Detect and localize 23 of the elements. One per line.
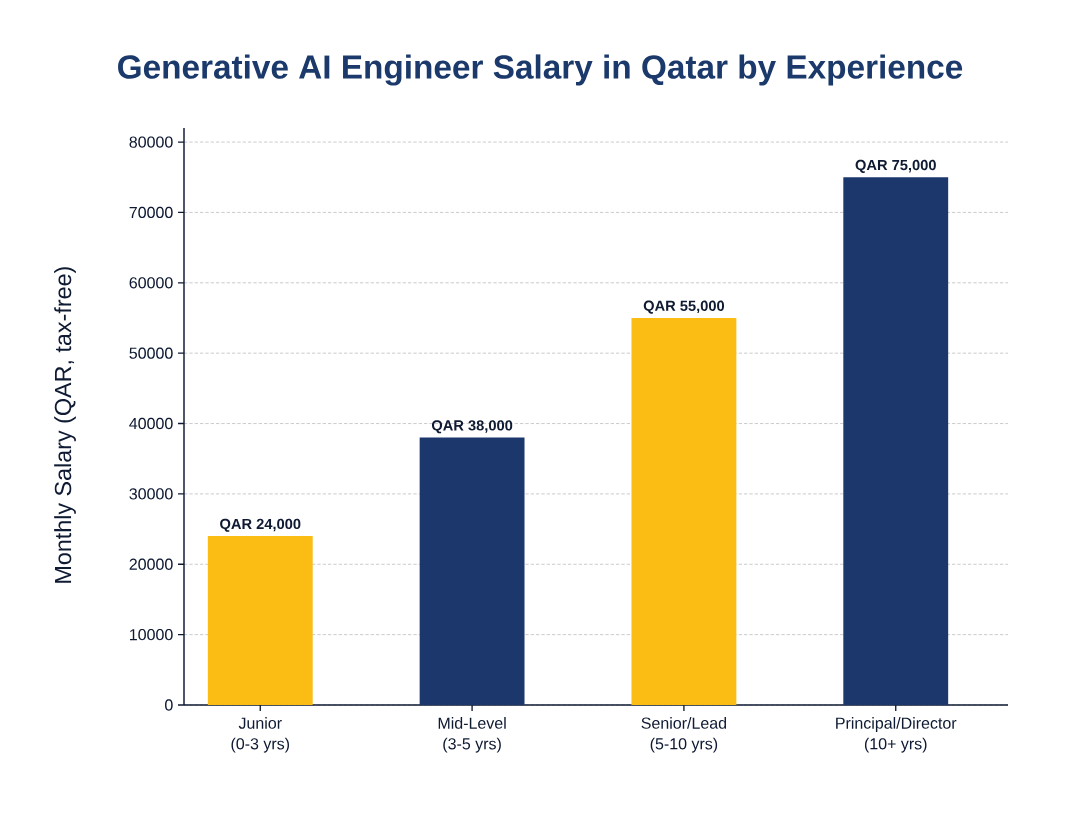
y-tick-label: 10000 (130, 628, 173, 641)
y-tick-label: 80000 (129, 136, 173, 148)
data-label: QAR 38,000 (431, 420, 513, 434)
x-tick-label: Junior (0-3 yrs) (231, 717, 290, 753)
y-tick-label: 40000 (129, 417, 173, 430)
y-axis-title: Monthly Salary (QAR, tax-free) (54, 267, 76, 583)
y-tick-label: 50000 (129, 347, 173, 359)
bar (631, 317, 737, 705)
x-tick-label: Senior/Lead (5-10 yrs) (641, 717, 727, 753)
x-tick-label: Principal/Director (10+ yrs) (836, 717, 957, 753)
y-tick-label: 0 (165, 699, 173, 711)
y-tick-label: 30000 (129, 488, 173, 500)
data-label: QAR 55,000 (643, 300, 725, 314)
bar (207, 536, 313, 705)
chart-title: Generative AI Engineer Salary in Qatar by Experience (118, 54, 963, 86)
x-tick-label: Mid-Level (3-5 yrs) (438, 717, 506, 753)
y-tick-label: 20000 (129, 558, 173, 570)
data-label: QAR 24,000 (220, 518, 301, 532)
y-tick-label: 70000 (129, 206, 173, 219)
bar (419, 437, 525, 705)
bar (843, 177, 949, 705)
data-label: QAR 75,000 (855, 159, 936, 173)
y-tick-label: 60000 (129, 277, 173, 289)
